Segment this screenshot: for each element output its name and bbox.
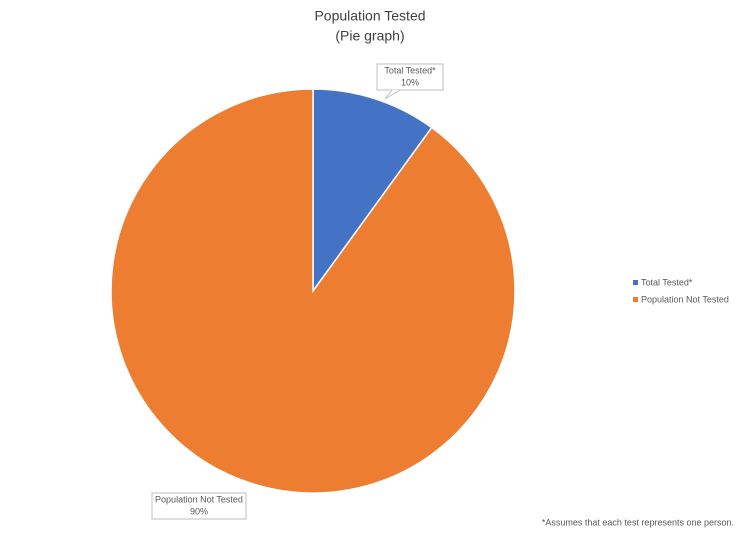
- chart-subtitle: (Pie graph): [335, 28, 404, 44]
- label-pointer: [384, 89, 401, 100]
- chart-title: Population Tested: [314, 8, 425, 24]
- legend-swatch: [633, 297, 638, 302]
- pie-slice: [110, 88, 516, 494]
- label-name: Population Not Tested: [155, 494, 243, 504]
- footnote: *Assumes that each test represents one p…: [542, 517, 734, 527]
- data-label: Total Tested* 10%: [376, 63, 444, 100]
- pie-slice: [312, 88, 433, 294]
- label-box: [376, 63, 444, 91]
- label-box: [151, 492, 247, 520]
- legend-label: Population Not Tested: [641, 294, 729, 304]
- data-labels: Total Tested* 10% Population Not Tested 90%: [151, 63, 444, 520]
- label-value: 10%: [401, 77, 419, 87]
- label-value: 90%: [190, 506, 208, 516]
- legend-label: Total Tested*: [641, 277, 693, 287]
- label-name: Total Tested*: [384, 65, 436, 75]
- legend-swatch: [633, 280, 638, 285]
- data-label: Population Not Tested 90%: [151, 492, 247, 520]
- pie: [110, 88, 516, 494]
- legend: Total Tested* Population Not Tested: [633, 277, 729, 304]
